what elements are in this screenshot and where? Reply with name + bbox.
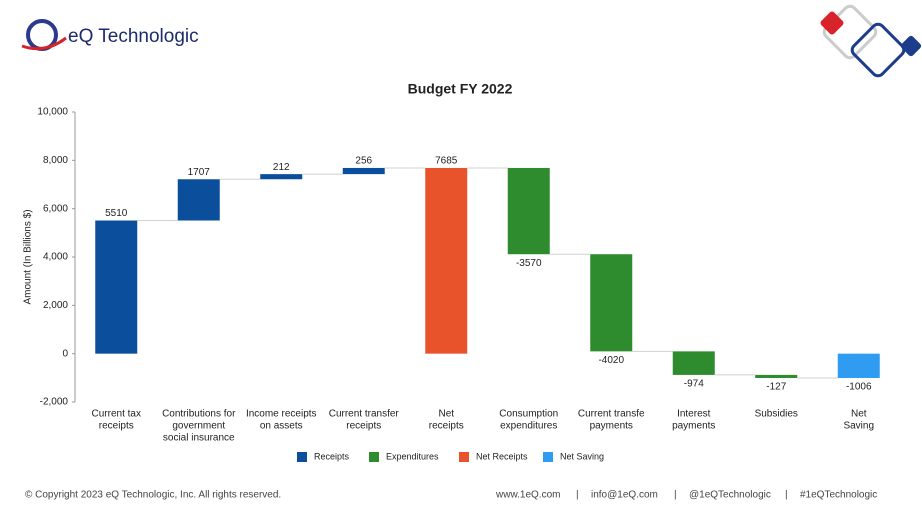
y-tick-label: -2,000 xyxy=(40,397,69,408)
footer-separator: | xyxy=(674,490,677,501)
deco xyxy=(850,22,906,78)
legend-label: Net Saving xyxy=(560,451,604,461)
data-label: -4020 xyxy=(598,355,624,366)
legend-label: Receipts xyxy=(314,451,350,461)
footer-separator: | xyxy=(576,490,579,501)
footer-separator: | xyxy=(785,490,788,501)
x-tick-label: Income receipts xyxy=(246,409,317,420)
data-label: -1006 xyxy=(846,382,872,393)
deco xyxy=(900,35,922,57)
x-tick-label: Subsidies xyxy=(755,409,798,420)
x-tick-label: Current transfer xyxy=(329,409,400,420)
x-tick-label: Consumption xyxy=(499,409,558,420)
corner-decoration xyxy=(820,4,922,78)
footer-link: @1eQTechnologic xyxy=(689,490,771,501)
legend-label: Expenditures xyxy=(386,451,439,461)
legend-label: Net Receipts xyxy=(476,451,528,461)
x-tick-label: Current transfe xyxy=(578,409,645,420)
data-label: -974 xyxy=(684,379,704,390)
x-tick-label: Interest xyxy=(677,409,711,420)
data-label: 256 xyxy=(355,156,372,167)
data-label: 7685 xyxy=(435,156,458,167)
deco xyxy=(820,11,844,35)
y-tick-label: 2,000 xyxy=(43,300,68,311)
y-tick-label: 0 xyxy=(62,348,68,359)
legend-swatch xyxy=(543,452,553,462)
x-tick-label: expenditures xyxy=(500,421,557,432)
data-label: -127 xyxy=(766,382,786,393)
x-tick-label: Current tax xyxy=(92,409,141,420)
y-tick-label: 10,000 xyxy=(37,107,68,118)
bar xyxy=(95,220,138,354)
x-tick-label: payments xyxy=(672,421,715,432)
logo-swoosh xyxy=(21,36,67,51)
footer-link: www.1eQ.com xyxy=(495,490,560,501)
footer-link: info@1eQ.com xyxy=(591,490,658,501)
y-tick-label: 6,000 xyxy=(43,203,68,214)
x-tick-label: government xyxy=(172,421,225,432)
bar xyxy=(177,179,220,221)
bar xyxy=(755,374,798,378)
copyright: © Copyright 2023 eQ Technologic, Inc. Al… xyxy=(25,490,281,501)
y-tick-label: 4,000 xyxy=(43,252,68,263)
data-label: 212 xyxy=(273,162,290,173)
footer-links: www.1eQ.com info@1eQ.com | @1eQTechnologic |… xyxy=(495,490,877,501)
x-tick-label: receipts xyxy=(429,421,464,432)
bar xyxy=(425,167,468,354)
data-label: 1707 xyxy=(188,167,211,178)
x-tick-label: receipts xyxy=(346,421,381,432)
y-axis-label: Amount (In Billions $) xyxy=(23,209,34,304)
chart-title: Budget FY 2022 xyxy=(408,81,513,97)
x-tick-label: Net xyxy=(851,409,867,420)
legend-swatch xyxy=(369,452,379,462)
legend-swatch xyxy=(459,452,469,462)
bar xyxy=(507,167,550,255)
y-tick-label: 8,000 xyxy=(43,155,68,166)
x-tick-label: receipts xyxy=(99,421,134,432)
data-label: -3570 xyxy=(516,258,542,269)
bar xyxy=(837,353,880,378)
footer-link: #1eQTechnologic xyxy=(800,490,877,501)
x-tick-label: payments xyxy=(590,421,633,432)
x-tick-label: social insurance xyxy=(163,433,235,444)
x-tick-label: Net xyxy=(438,409,454,420)
data-label: 5510 xyxy=(105,208,128,219)
x-tick-label: on assets xyxy=(260,421,303,432)
bar xyxy=(342,167,385,175)
bar xyxy=(590,254,633,352)
x-tick-label: Saving xyxy=(843,421,874,432)
brand: eQ Technologic xyxy=(68,26,199,47)
legend-swatch xyxy=(297,452,307,462)
bar xyxy=(260,174,303,180)
bar xyxy=(672,351,715,375)
logo xyxy=(21,19,67,51)
x-tick-label: Contributions for xyxy=(162,409,236,420)
